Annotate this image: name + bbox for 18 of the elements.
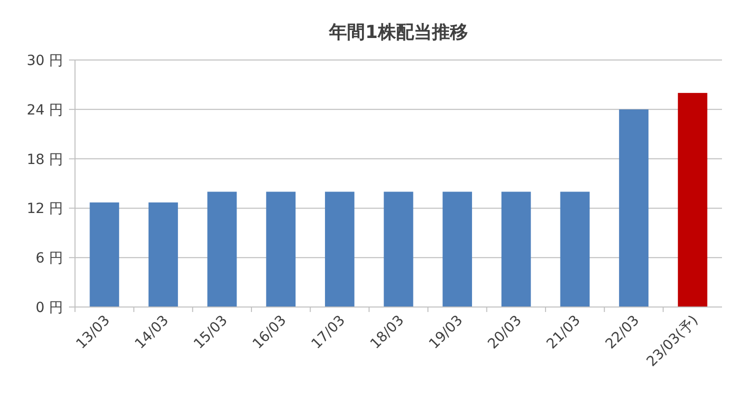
bar	[619, 109, 648, 307]
y-tick-label: 0 円	[36, 300, 63, 316]
y-tick-label: 30 円	[26, 53, 63, 69]
bar	[442, 192, 472, 307]
bar	[148, 202, 178, 307]
bar	[501, 192, 531, 307]
bar	[384, 192, 414, 307]
bar	[678, 92, 708, 307]
bar	[207, 192, 237, 307]
bar	[560, 192, 590, 307]
chart-title: 年間1株配当推移	[328, 22, 468, 43]
bar	[324, 192, 354, 307]
y-tick-label: 24 円	[26, 102, 63, 118]
y-tick-label: 18 円	[26, 152, 63, 168]
y-tick-label: 12 円	[26, 201, 63, 218]
bar	[90, 202, 120, 307]
bar	[266, 192, 296, 307]
y-tick-label: 6 円	[36, 250, 63, 267]
